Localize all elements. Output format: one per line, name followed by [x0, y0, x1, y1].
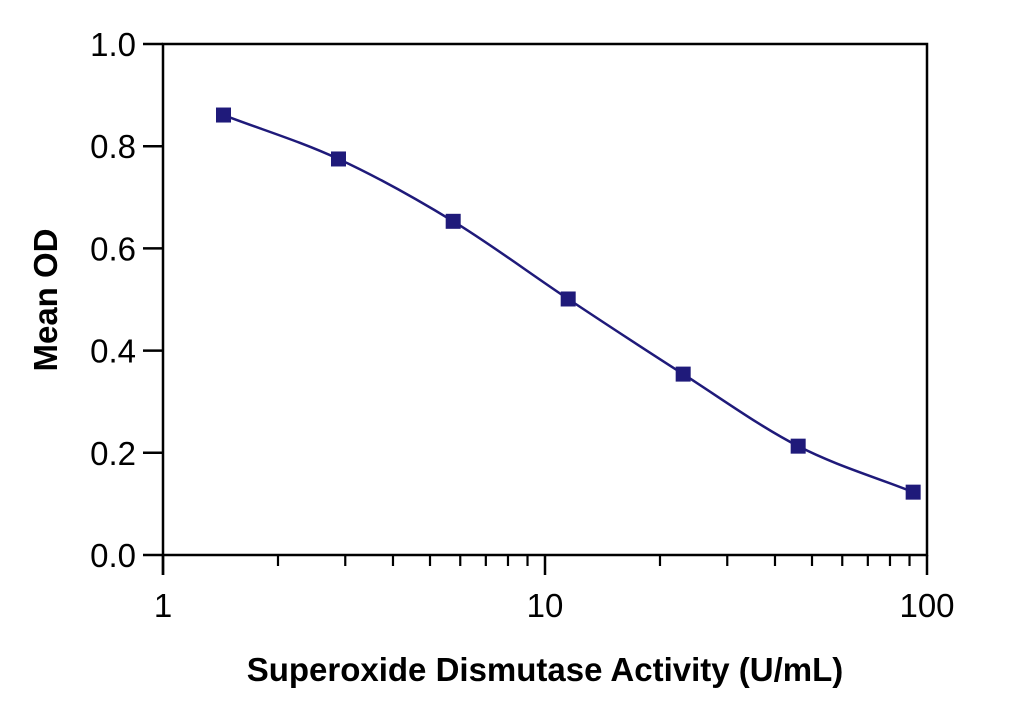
x-tick-label: 1 [154, 587, 172, 624]
y-tick-label: 0.4 [90, 333, 136, 370]
data-point-marker [790, 438, 806, 454]
x-tick-label: 10 [527, 587, 564, 624]
data-point-marker [675, 366, 691, 382]
y-axis-title: Mean OD [27, 228, 64, 371]
plot-border [161, 42, 929, 557]
y-tick-label: 0.0 [90, 537, 136, 574]
data-point-marker [215, 107, 231, 123]
y-axis: 0.0 0.2 0.4 0.6 0.8 1.0 [90, 26, 165, 575]
x-axis: 1 10 100 [154, 555, 955, 624]
plot-frame [161, 42, 929, 557]
y-tick-label: 0.8 [90, 128, 136, 165]
y-tick-label: 0.6 [90, 230, 136, 267]
data-point-marker [905, 484, 921, 500]
y-tick-label: 1.0 [90, 26, 136, 63]
data-point-marker [445, 213, 461, 229]
data-markers [215, 107, 921, 500]
y-tick-label: 0.2 [90, 435, 136, 472]
data-point-marker [560, 291, 576, 307]
data-point-marker [330, 151, 346, 167]
x-axis-title: Superoxide Dismutase Activity (U/mL) [247, 651, 844, 688]
x-tick-label: 100 [899, 587, 954, 624]
